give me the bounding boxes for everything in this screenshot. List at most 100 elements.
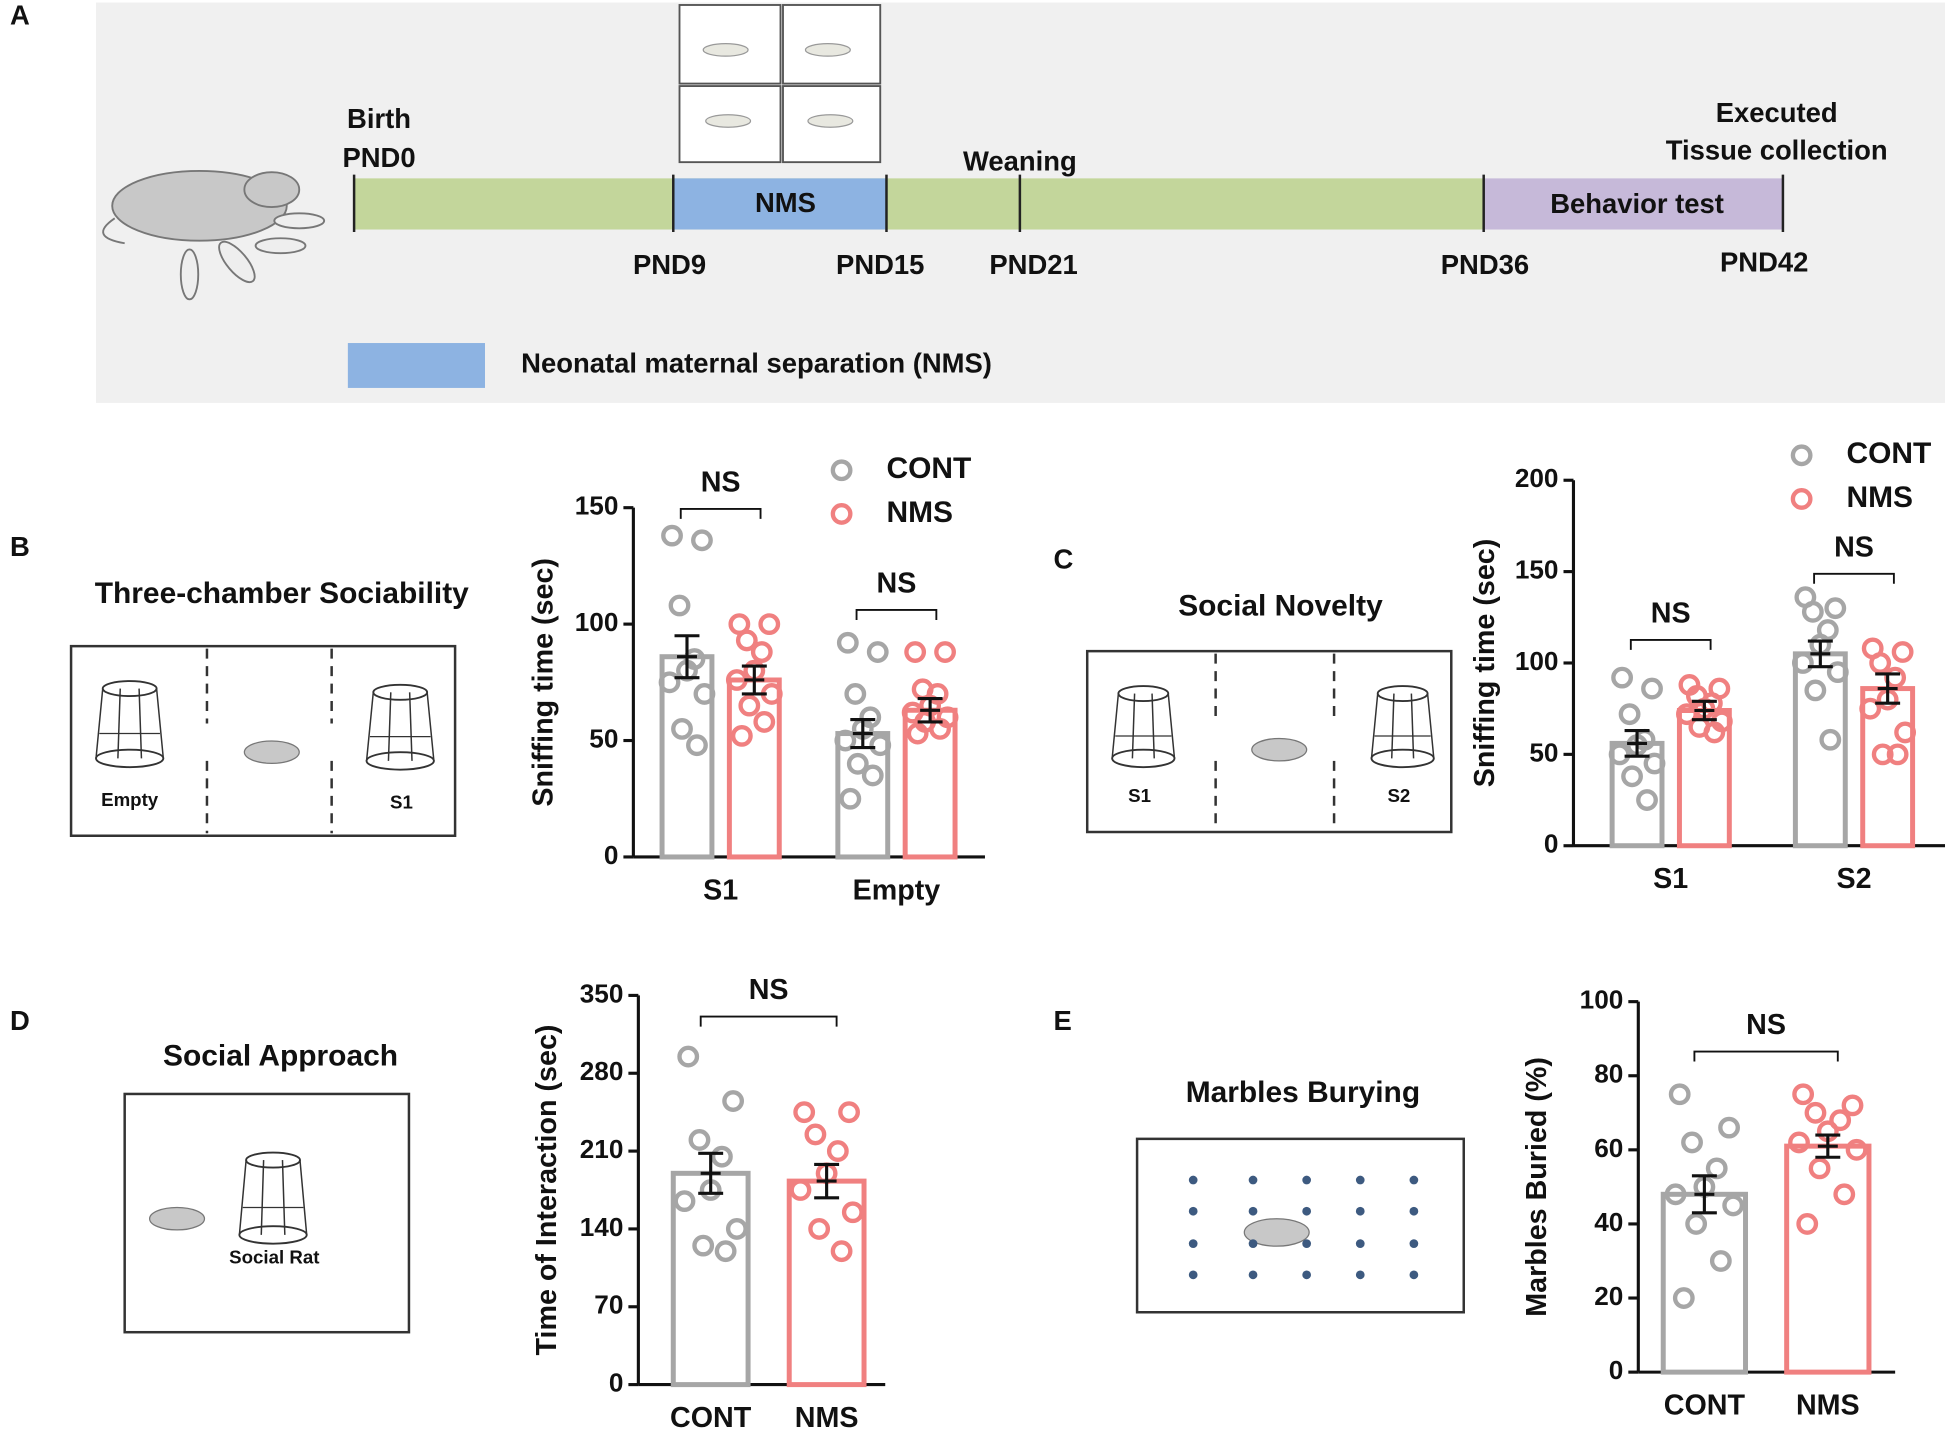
y-tick-label: 280 bbox=[580, 1056, 624, 1086]
significance-label: NS bbox=[749, 974, 789, 1006]
data-point bbox=[1891, 641, 1914, 663]
y-axis-label: Sniffing time (sec) bbox=[1469, 539, 1501, 788]
marble bbox=[1248, 1239, 1258, 1249]
y-tick-label: 210 bbox=[580, 1134, 624, 1164]
data-point bbox=[826, 1140, 849, 1163]
data-point bbox=[808, 1218, 831, 1240]
data-point bbox=[1618, 703, 1641, 726]
legend-marker bbox=[1790, 444, 1813, 467]
diagram-title: Three-chamber Sociability bbox=[95, 577, 469, 610]
significance-bracket bbox=[699, 1015, 838, 1027]
data-point bbox=[844, 683, 867, 705]
cage bbox=[1111, 693, 1120, 759]
data-point bbox=[830, 1240, 853, 1263]
cage bbox=[1370, 693, 1379, 759]
diagram-title: Social Approach bbox=[163, 1040, 398, 1073]
bar bbox=[1784, 1143, 1872, 1375]
y-tick-label: 0 bbox=[1609, 1355, 1624, 1385]
marble bbox=[1409, 1239, 1419, 1249]
timeline-mark: PND0 bbox=[342, 142, 415, 173]
data-point bbox=[841, 1201, 864, 1224]
timeline-mark: Birth bbox=[347, 103, 411, 134]
data-point bbox=[1681, 1131, 1703, 1154]
cage bbox=[238, 1160, 247, 1235]
data-point bbox=[861, 764, 884, 787]
y-tick-label: 100 bbox=[1580, 985, 1624, 1015]
marble bbox=[1302, 1175, 1312, 1185]
bar bbox=[670, 1170, 751, 1388]
marble bbox=[1248, 1206, 1258, 1216]
diagram-label: S1 bbox=[1128, 785, 1151, 806]
data-point bbox=[691, 529, 713, 552]
marble bbox=[1188, 1175, 1198, 1185]
y-axis-label: Marbles Buried (%) bbox=[1521, 1057, 1553, 1317]
error-bar bbox=[1624, 729, 1650, 758]
data-point bbox=[838, 1101, 860, 1124]
data-point bbox=[846, 752, 869, 775]
y-tick-label: 350 bbox=[580, 978, 624, 1008]
data-point bbox=[934, 641, 956, 663]
legend-marker bbox=[830, 459, 853, 482]
data-point bbox=[1672, 1287, 1695, 1309]
y-tick-label: 60 bbox=[1594, 1133, 1623, 1163]
data-point bbox=[1796, 1213, 1819, 1235]
error-bar bbox=[741, 664, 767, 696]
error-bar bbox=[917, 697, 943, 724]
cage bbox=[1390, 693, 1395, 759]
data-point bbox=[671, 717, 693, 740]
cage bbox=[1167, 693, 1176, 759]
data-point bbox=[658, 671, 681, 694]
data-point bbox=[710, 1145, 733, 1168]
y-tick-label: 70 bbox=[594, 1290, 623, 1320]
data-point bbox=[1833, 1183, 1856, 1206]
data-point bbox=[692, 1234, 715, 1257]
data-point bbox=[1611, 666, 1634, 689]
data-point bbox=[1788, 1131, 1810, 1154]
data-point bbox=[866, 641, 889, 663]
data-point bbox=[750, 641, 773, 663]
data-point bbox=[1621, 765, 1643, 788]
marble bbox=[1355, 1206, 1365, 1216]
data-point bbox=[1801, 600, 1824, 623]
significance-label: NS bbox=[701, 467, 741, 499]
data-point bbox=[1808, 1157, 1831, 1180]
cage bbox=[260, 1160, 265, 1235]
cage bbox=[426, 692, 435, 761]
legend-text: Neonatal maternal separation (NMS) bbox=[521, 348, 992, 379]
data-point bbox=[869, 734, 892, 757]
marble bbox=[1302, 1239, 1312, 1249]
data-point bbox=[839, 787, 862, 810]
data-point bbox=[1668, 1083, 1691, 1106]
y-tick-label: 0 bbox=[1544, 829, 1559, 859]
chamber-divider bbox=[205, 648, 333, 834]
data-point bbox=[1845, 1138, 1868, 1161]
day-label: PND21 bbox=[989, 249, 1077, 280]
data-point bbox=[677, 1045, 700, 1068]
data-point bbox=[904, 641, 927, 663]
data-point bbox=[1819, 728, 1842, 751]
data-point bbox=[793, 1101, 816, 1124]
marble bbox=[1302, 1270, 1312, 1280]
data-point bbox=[1869, 652, 1892, 674]
pup-boxes bbox=[678, 4, 882, 164]
diagram-label: Empty bbox=[101, 789, 159, 810]
y-tick-label: 150 bbox=[575, 491, 619, 521]
error-bar bbox=[674, 634, 700, 680]
x-tick-label: S1 bbox=[703, 874, 738, 906]
data-point bbox=[730, 724, 753, 747]
marble bbox=[1248, 1270, 1258, 1280]
data-point bbox=[1643, 752, 1666, 775]
y-axis-label: Sniffing time (sec) bbox=[527, 558, 559, 807]
bar bbox=[786, 1178, 867, 1388]
marble bbox=[1188, 1206, 1198, 1216]
y-tick-label: 150 bbox=[1515, 555, 1559, 585]
data-point bbox=[686, 734, 708, 757]
significance-bracket bbox=[1629, 638, 1712, 650]
significance-bracket bbox=[1813, 572, 1895, 584]
data-point bbox=[1608, 743, 1631, 766]
legend-label: NMS bbox=[886, 496, 952, 529]
y-tick-label: 0 bbox=[609, 1368, 624, 1398]
x-tick-label: CONT bbox=[1664, 1390, 1746, 1422]
y-axis-label: Time of Interaction (sec) bbox=[531, 1025, 563, 1356]
cage bbox=[1151, 693, 1155, 759]
